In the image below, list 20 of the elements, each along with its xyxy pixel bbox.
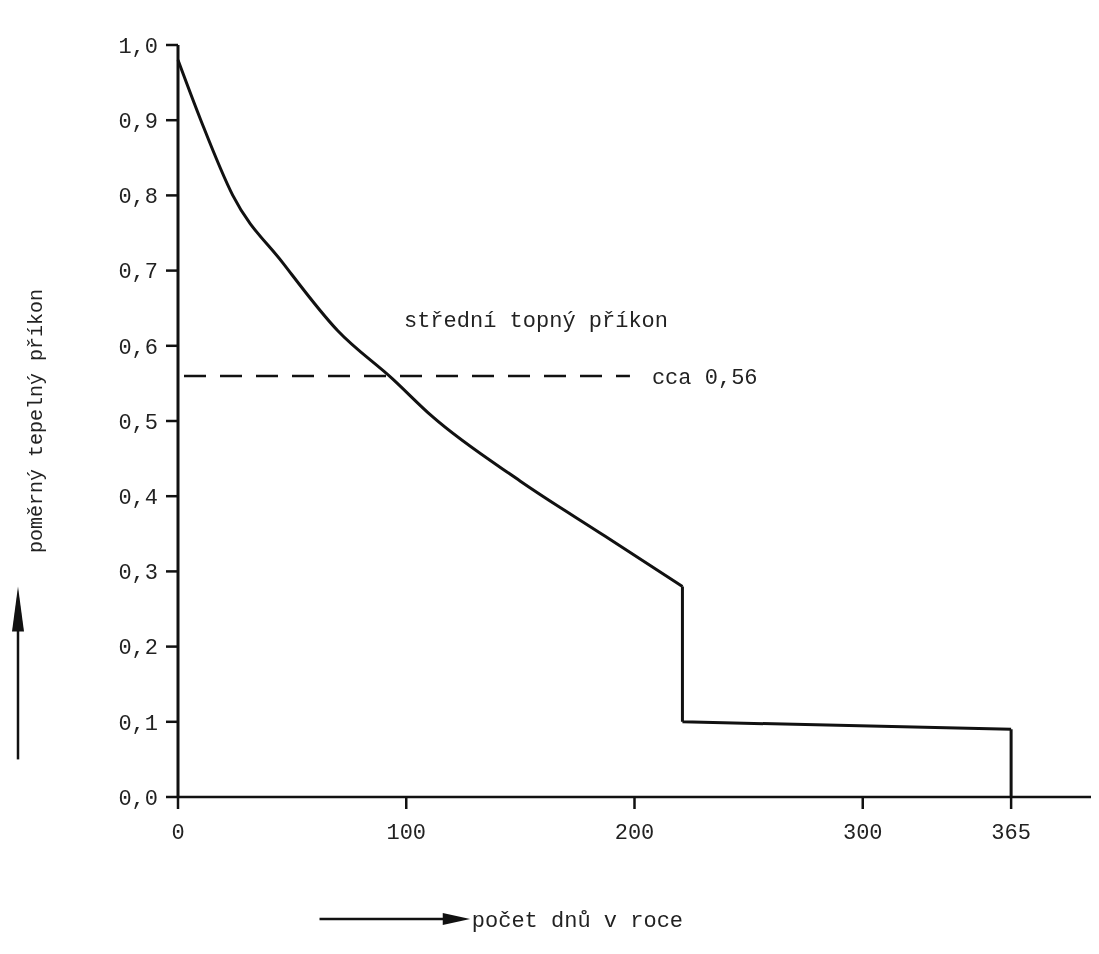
x-tick-label: 365 bbox=[991, 821, 1031, 846]
y-tick-label: 0,6 bbox=[118, 335, 158, 361]
y-tick-label: 1,0 bbox=[118, 34, 158, 60]
x-tick-label: 100 bbox=[386, 821, 427, 846]
ref-line-label: cca 0,56 bbox=[651, 365, 758, 391]
x-tick-label: 300 bbox=[842, 821, 883, 846]
y-tick-label: 0,3 bbox=[118, 561, 158, 587]
y-tick-label: 0,2 bbox=[118, 636, 158, 662]
y-tick-label: 0,9 bbox=[118, 109, 158, 135]
annotation: střední topný příkon bbox=[403, 309, 669, 334]
y-axis-title: poměrný tepelný příkon bbox=[25, 288, 48, 554]
y-tick-label: 0,1 bbox=[118, 711, 158, 737]
x-tick-label: 200 bbox=[614, 821, 655, 846]
y-tick-label: 0,4 bbox=[118, 485, 158, 511]
y-tick-label: 0,0 bbox=[118, 786, 158, 812]
x-axis-title: počet dnů v roce bbox=[471, 909, 684, 934]
y-tick-label: 0,8 bbox=[118, 185, 158, 211]
x-tick-label: 0 bbox=[171, 821, 185, 846]
y-tick-label: 0,7 bbox=[118, 260, 158, 286]
y-tick-label: 0,5 bbox=[118, 410, 158, 436]
